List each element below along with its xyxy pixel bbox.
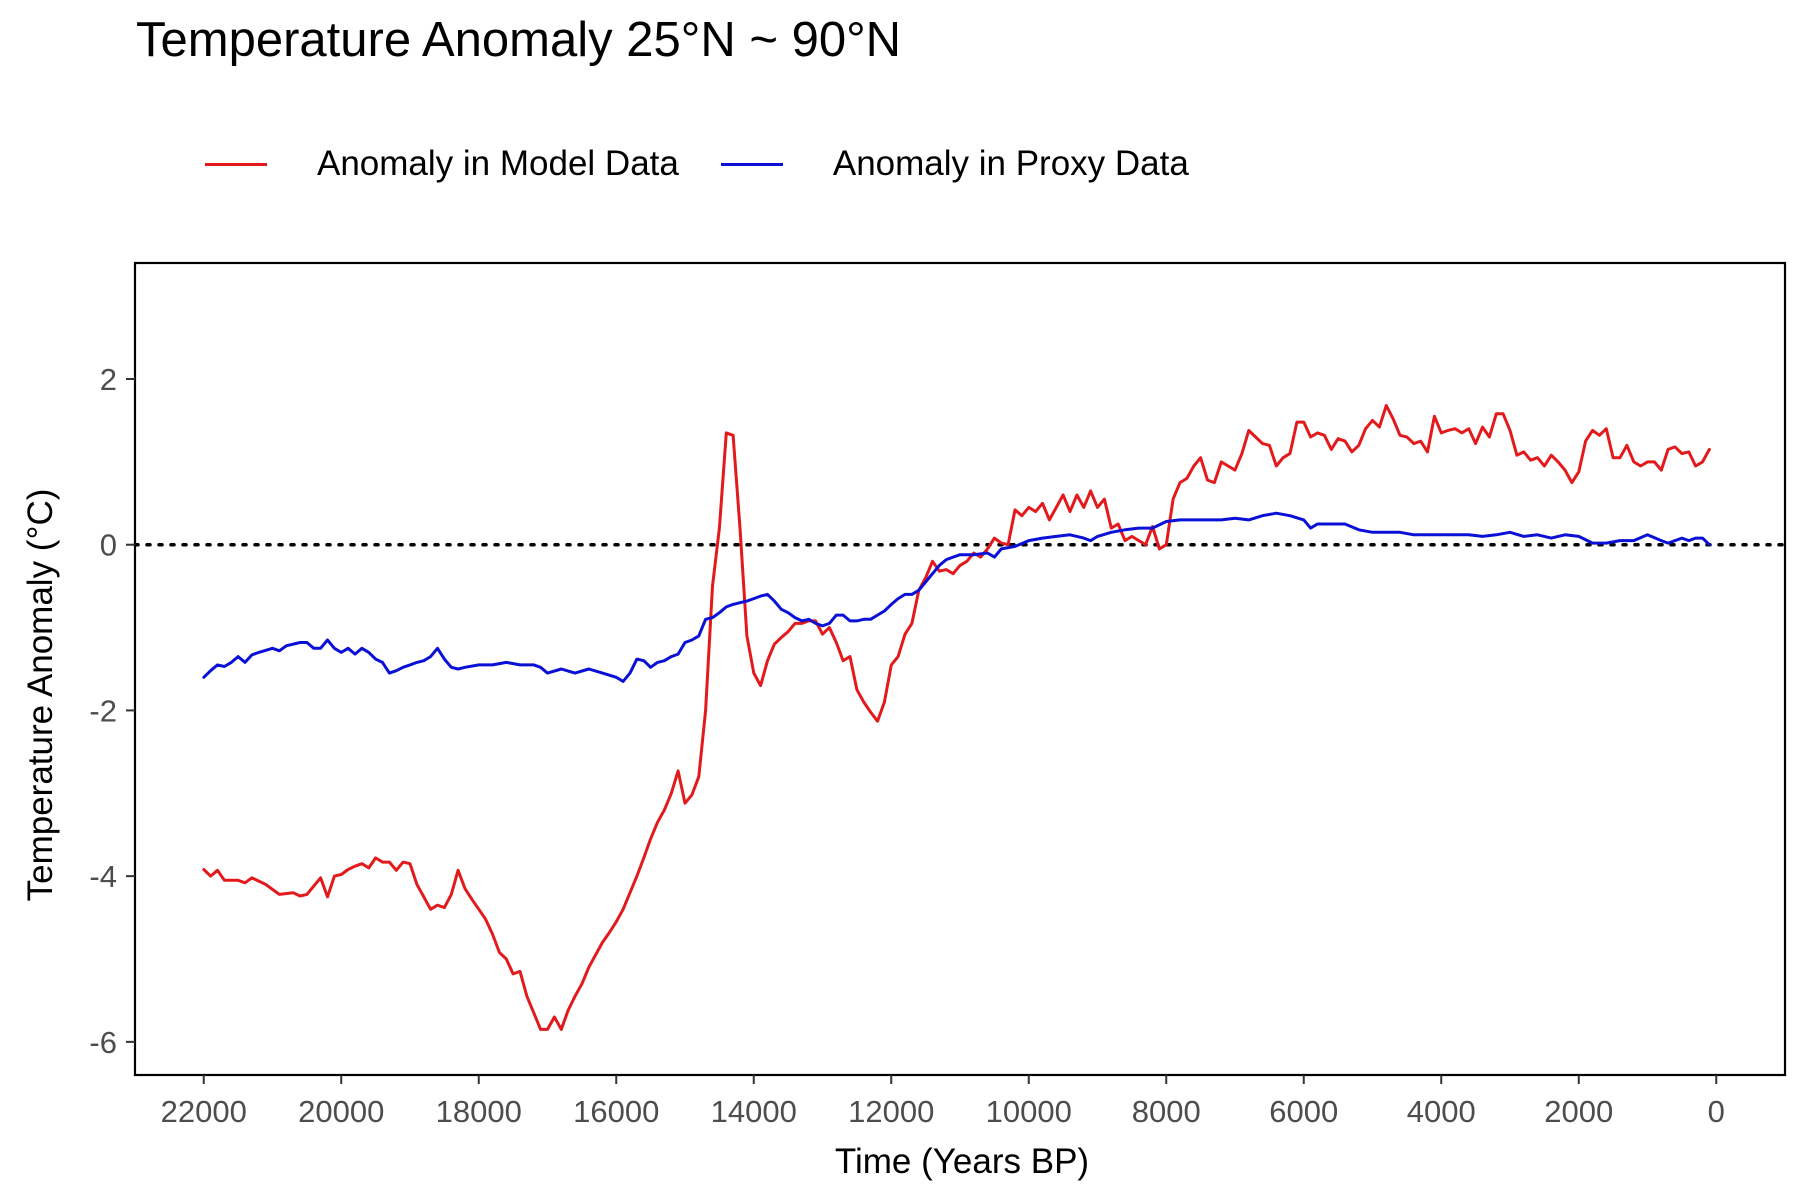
x-tick-label: 0 [1708,1094,1725,1129]
x-tick-label: 18000 [436,1094,522,1129]
x-tick-label: 22000 [161,1094,247,1129]
plot-border [133,261,1787,1077]
legend-item-model: Anomaly in Model Data [205,144,679,184]
x-tick-label: 4000 [1407,1094,1476,1129]
y-tick-label: 2 [100,362,117,397]
y-axis-label: Temperature Anomaly (°C) [21,489,60,902]
x-tick-label: 12000 [848,1094,934,1129]
legend-key-model [205,162,267,166]
series-line-model [202,404,1711,1031]
y-tick-label: 0 [100,528,117,563]
x-axis-label: Time (Years BP) [835,1142,1089,1181]
x-tick-label: 2000 [1544,1094,1613,1129]
legend-key-proxy [720,162,783,166]
y-tick-label: -2 [89,693,117,728]
chart-title: Temperature Anomaly 25°N ~ 90°N [136,13,902,67]
y-tick-label: -4 [89,859,117,894]
legend-label-proxy: Anomaly in Proxy Data [832,144,1189,183]
y-tick-label: -6 [89,1025,117,1060]
x-tick-label: 6000 [1269,1094,1338,1129]
series-line-proxy [202,511,1711,683]
plot-area: 22000 20000 18000 16000 14000 12000 10000 8000 6… [89,261,1787,1129]
legend-item-proxy: Anomaly in Proxy Data [720,144,1189,184]
x-tick-label: 14000 [711,1094,797,1129]
legend: Anomaly in Model Data Anomaly in Proxy D… [205,138,1231,190]
x-tick-label: 20000 [298,1094,384,1129]
legend-label-model: Anomaly in Model Data [317,144,679,183]
x-tick-label: 8000 [1132,1094,1201,1129]
x-tick-label: 10000 [986,1094,1072,1129]
x-tick-label: 16000 [573,1094,659,1129]
